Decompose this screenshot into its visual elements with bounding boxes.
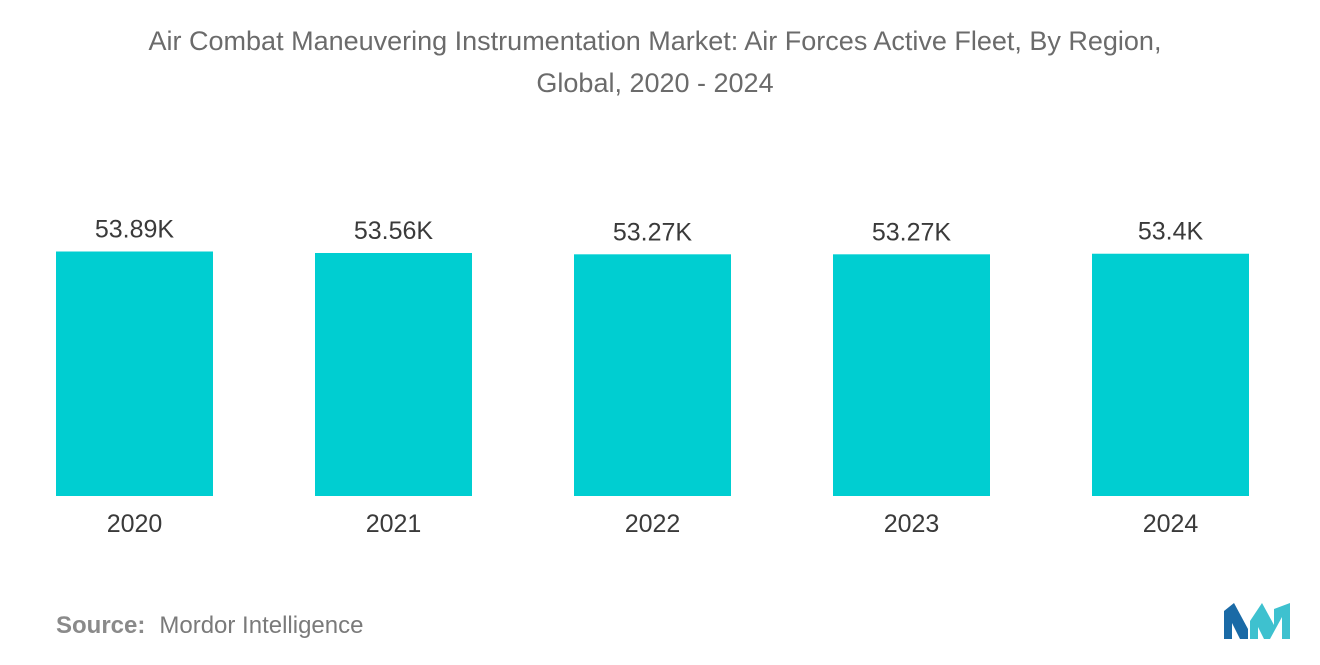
data-label-2020: 53.89K: [95, 215, 175, 243]
chart-title-line-2: Global, 2020 - 2024: [536, 68, 774, 98]
x-tick-label-2021: 2021: [366, 510, 422, 538]
source-note: Source: Mordor Intelligence: [56, 612, 363, 640]
data-label-2022: 53.27K: [613, 218, 693, 246]
bar-2021: [315, 252, 472, 496]
chart-title: Air Combat Maneuvering Instrumentation M…: [0, 20, 1310, 104]
mordor-intelligence-logo-icon: [1224, 603, 1290, 639]
bar-2023: [833, 254, 990, 496]
data-label-2021: 53.56K: [354, 217, 434, 245]
x-tick-label-2022: 2022: [625, 510, 681, 538]
bar-chart: 53.89K 2020 53.56K 2021 53.27K 2022 53.27K 2023…: [56, 215, 1249, 538]
bar-2020: [56, 251, 213, 496]
x-tick-label-2023: 2023: [884, 510, 940, 538]
bar-2022: [574, 254, 731, 496]
x-tick-label-2024: 2024: [1143, 510, 1199, 538]
logo-left-shape: [1224, 603, 1248, 639]
source-text: Mordor Intelligence: [159, 612, 364, 639]
source-label: Source:: [56, 612, 146, 639]
bar-2024: [1092, 253, 1249, 496]
logo-right-shape: [1250, 603, 1290, 639]
x-tick-label-2020: 2020: [107, 510, 163, 538]
data-label-2024: 53.4K: [1138, 218, 1204, 246]
data-label-2023: 53.27K: [872, 218, 952, 246]
chart-title-line-1: Air Combat Maneuvering Instrumentation M…: [148, 26, 1162, 56]
